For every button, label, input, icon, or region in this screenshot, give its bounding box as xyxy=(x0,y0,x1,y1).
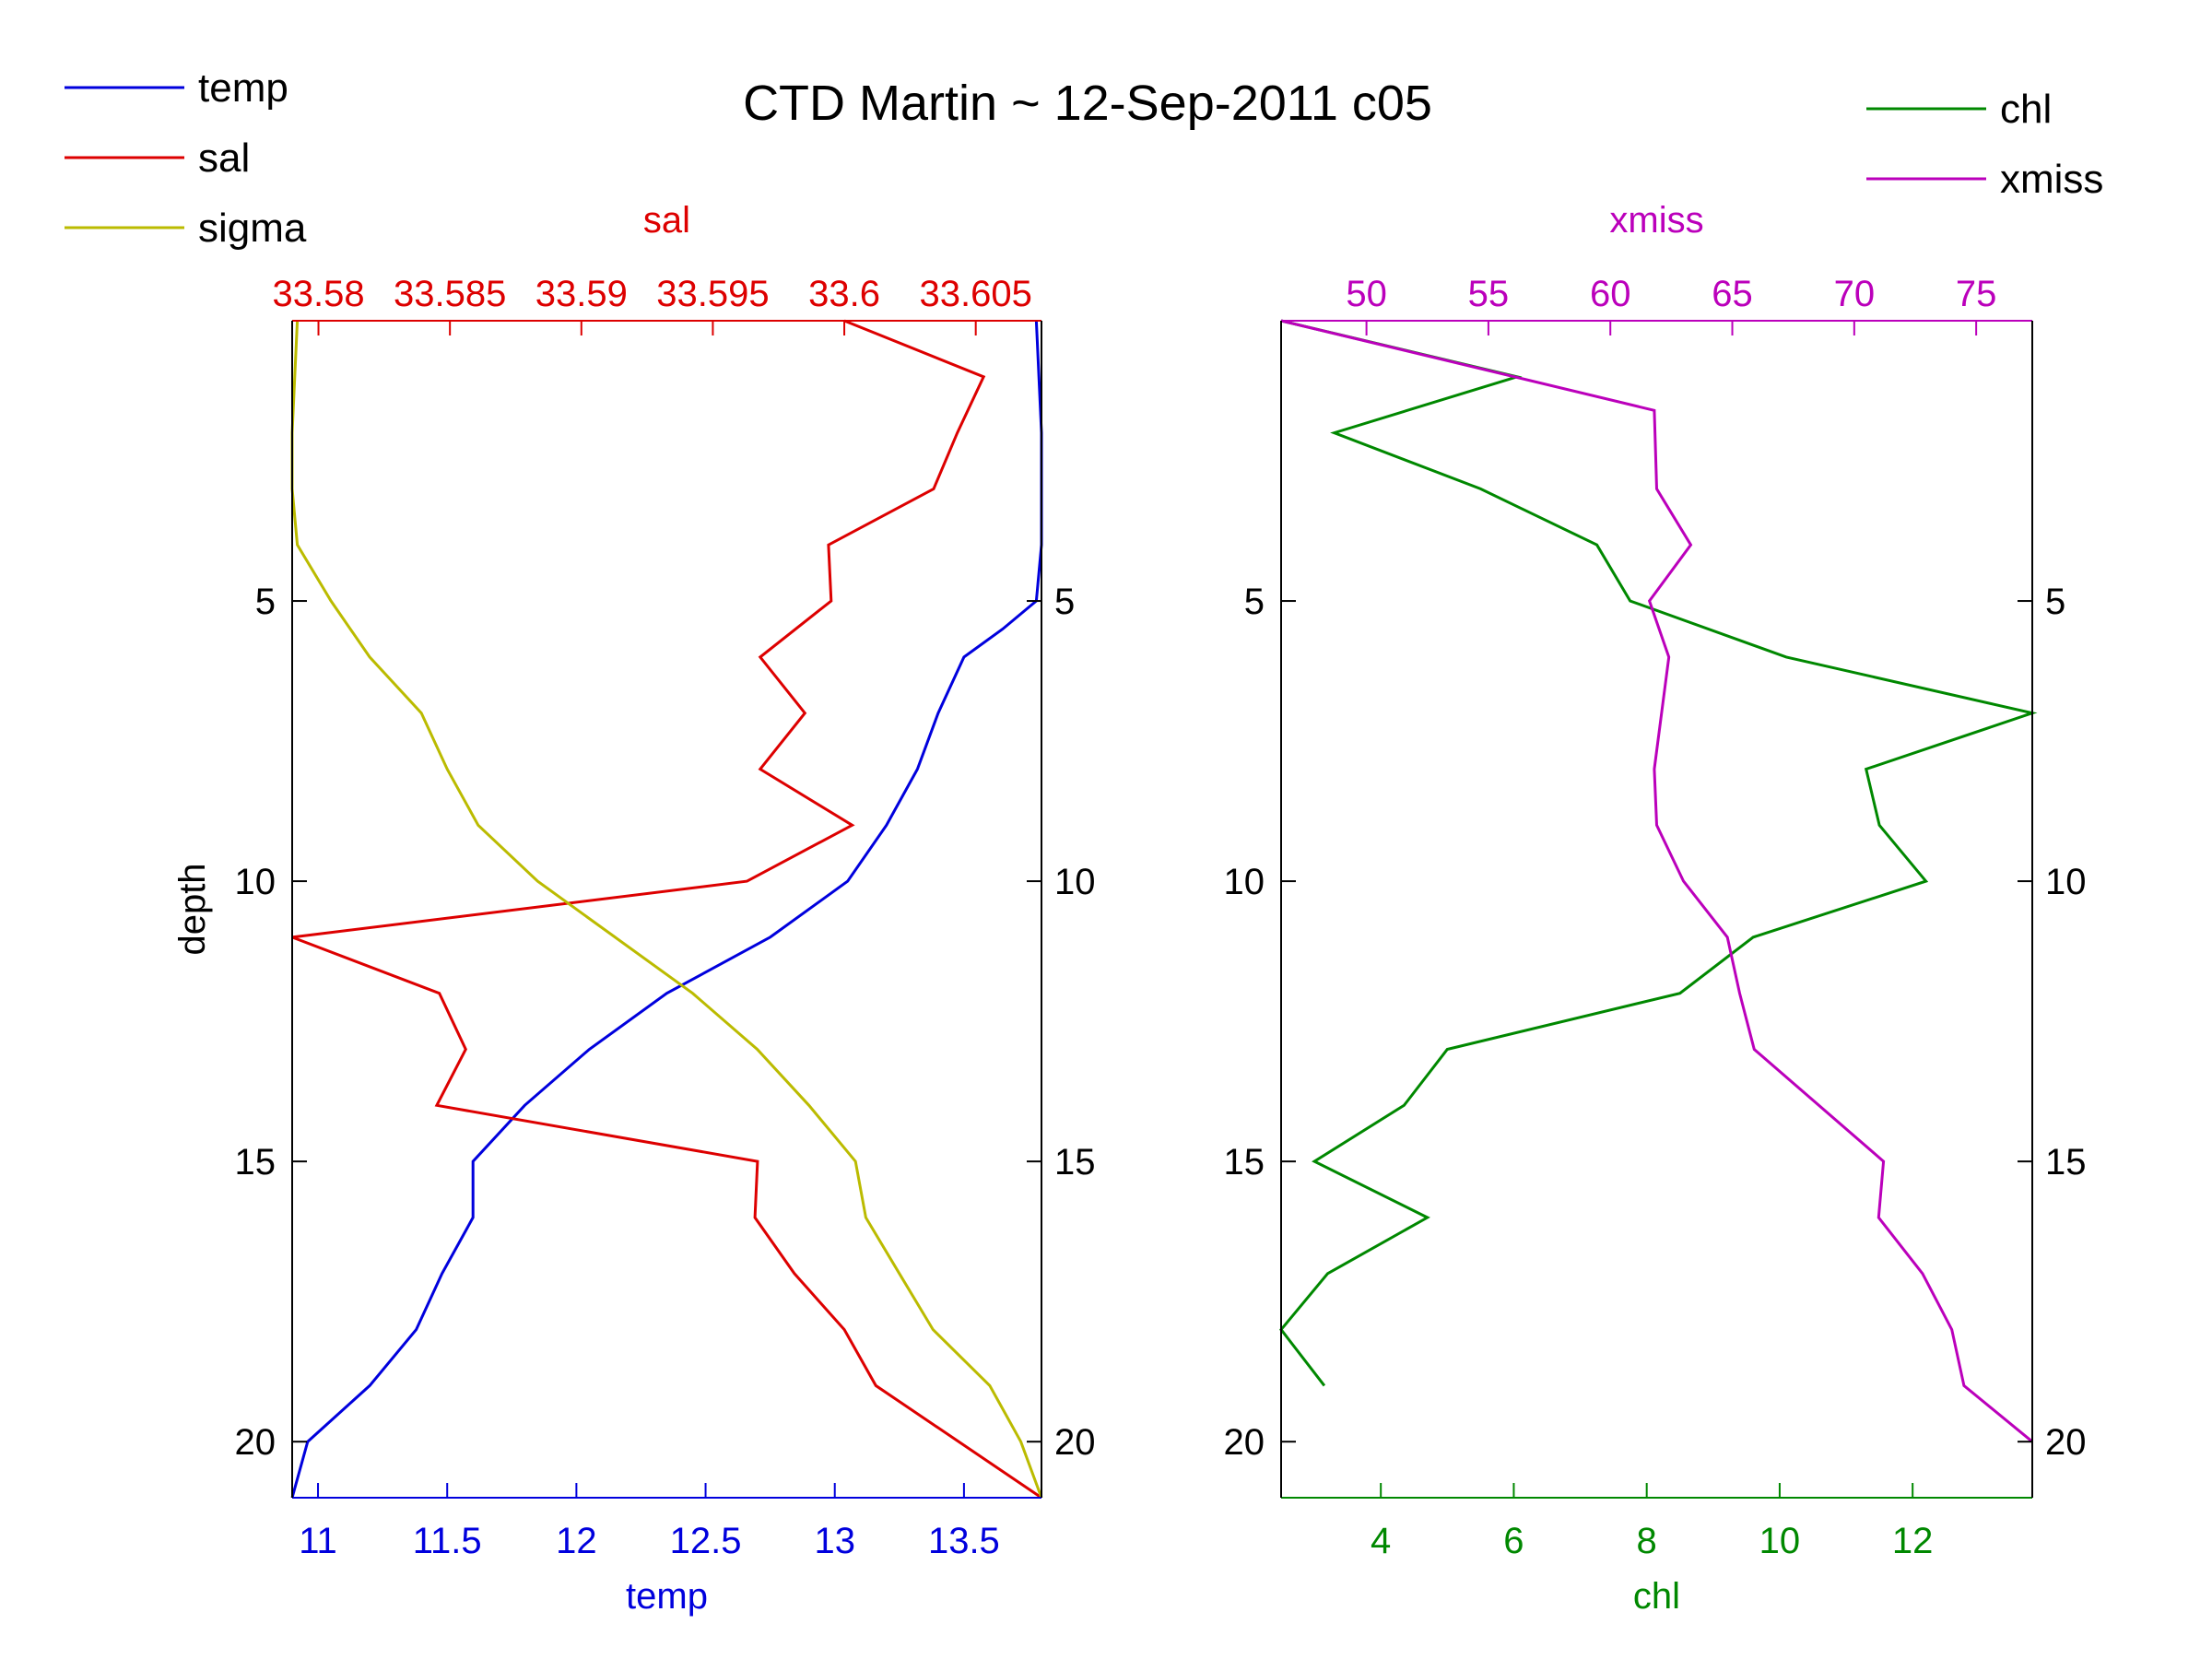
legend-label-xmiss: xmiss xyxy=(2000,157,2103,202)
left-tick-label: 10 xyxy=(1224,862,1265,902)
left-tick-label: 15 xyxy=(1224,1142,1265,1182)
bottom-tick-label: 12 xyxy=(1892,1521,1934,1561)
bottom-tick-label: 8 xyxy=(1637,1521,1657,1561)
legend-label-sal: sal xyxy=(198,135,250,181)
top-tick-label: 33.585 xyxy=(394,274,506,314)
right-tick-label: 10 xyxy=(1054,862,1096,902)
top-axis-label: sal xyxy=(643,200,690,241)
legend-label-temp: temp xyxy=(198,65,288,111)
bottom-tick-label: 12 xyxy=(556,1521,597,1561)
bottom-tick-label: 10 xyxy=(1759,1521,1801,1561)
top-tick-label: 65 xyxy=(1712,274,1753,314)
bottom-tick-label: 6 xyxy=(1503,1521,1524,1561)
right-tick-label: 15 xyxy=(1054,1142,1096,1182)
left-tick-label: 20 xyxy=(1224,1422,1265,1463)
top-tick-label: 50 xyxy=(1346,274,1387,314)
bottom-tick-label: 11 xyxy=(299,1521,337,1561)
bottom-tick-label: 13 xyxy=(814,1521,855,1561)
series-line-xmiss xyxy=(1280,319,2033,1443)
right-tick-label: 15 xyxy=(2045,1142,2087,1182)
top-tick-label: 33.6 xyxy=(808,274,880,314)
series-line-sigma xyxy=(290,320,1043,1499)
left-tick-label: 20 xyxy=(235,1422,276,1463)
right-tick-label: 10 xyxy=(2045,862,2087,902)
bottom-tick-label: 11.5 xyxy=(413,1521,482,1561)
top-tick-label: 33.595 xyxy=(656,274,769,314)
y-axis-label: depth xyxy=(172,863,213,955)
top-tick-label: 33.58 xyxy=(272,274,364,314)
right-tick-label: 5 xyxy=(2045,582,2065,622)
legend-left: temp sal sigma xyxy=(65,65,307,251)
right-tick-label: 5 xyxy=(1054,582,1075,622)
top-tick-label: 60 xyxy=(1590,274,1631,314)
left-tick-label: 5 xyxy=(1244,582,1265,622)
top-tick-label: 33.605 xyxy=(920,274,1032,314)
top-tick-label: 75 xyxy=(1956,274,1997,314)
bottom-axis-label: temp xyxy=(626,1576,708,1617)
top-tick-label: 70 xyxy=(1834,274,1876,314)
legend-right: chl xmiss xyxy=(1866,87,2103,202)
bottom-tick-label: 4 xyxy=(1371,1521,1391,1561)
bottom-tick-label: 13.5 xyxy=(928,1521,1000,1561)
legend-label-chl: chl xyxy=(2000,87,2052,132)
right-tick-label: 20 xyxy=(1054,1422,1096,1463)
left-tick-label: 10 xyxy=(235,862,276,902)
left-tick-label: 5 xyxy=(255,582,276,622)
bottom-tick-label: 12.5 xyxy=(670,1521,742,1561)
top-tick-label: 55 xyxy=(1468,274,1510,314)
top-tick-label: 33.59 xyxy=(535,274,628,314)
series-line-sal xyxy=(291,319,1042,1500)
chart-title: CTD Martin ~ 12-Sep-2011 c05 xyxy=(743,76,1432,131)
top-axis-label: xmiss xyxy=(1609,200,1703,241)
legend-label-sigma: sigma xyxy=(198,206,307,251)
left-panel: 11 11.5 12 12.5 13 13.5 temp 33.58 33.585 33.59 33… xyxy=(172,200,1096,1617)
right-tick-label: 20 xyxy=(2045,1422,2087,1463)
series-line-temp xyxy=(290,320,1043,1499)
series-line-chl xyxy=(1279,319,2038,1387)
bottom-axis-label: chl xyxy=(1633,1576,1680,1617)
left-tick-label: 15 xyxy=(235,1142,276,1182)
